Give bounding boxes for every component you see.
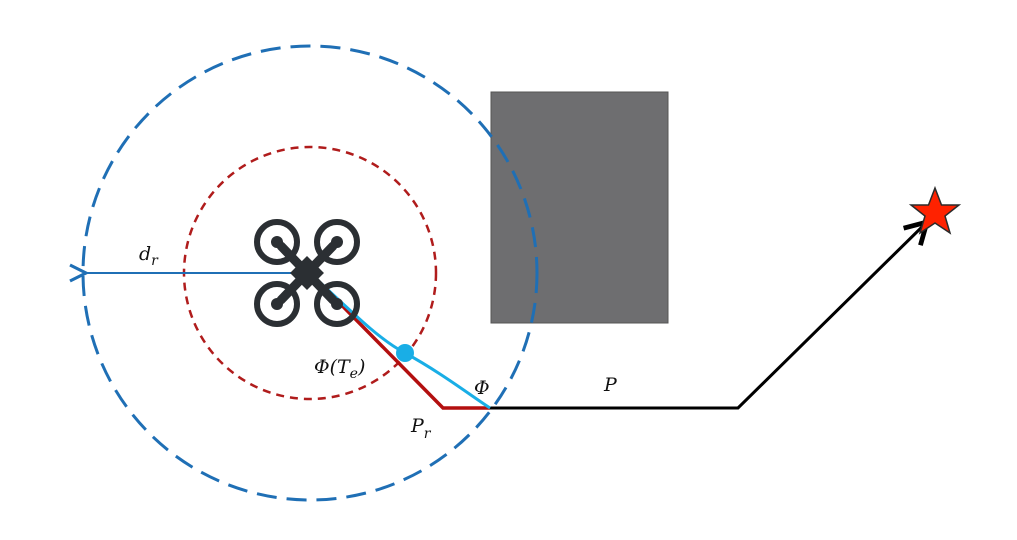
outer-range-circle: [81, 44, 539, 502]
obstacle-block: [490, 91, 669, 324]
label-path: P: [603, 374, 618, 396]
smooth-trajectory: [308, 271, 491, 410]
label-replanned-path: Pr: [410, 415, 432, 442]
trajectory-point-marker: [396, 344, 414, 362]
quadcopter-icon: [254, 219, 360, 327]
star-icon: [908, 185, 962, 235]
original-path: [490, 218, 931, 410]
label-phi-te: Φ(Te): [314, 356, 365, 382]
label-range-radius: dr: [139, 243, 159, 269]
label-phi: Φ: [474, 377, 490, 399]
